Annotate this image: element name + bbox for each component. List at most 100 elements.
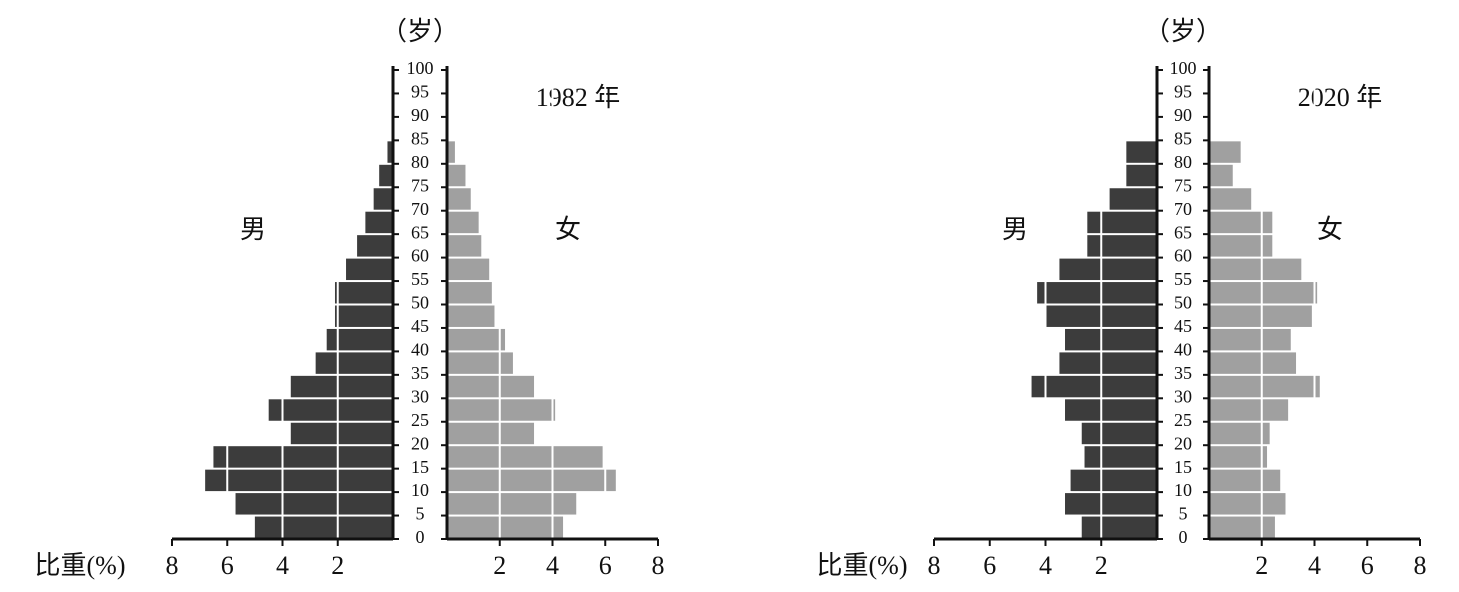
bar (447, 446, 603, 468)
bar (447, 328, 506, 351)
bar (1209, 235, 1273, 257)
bar (1209, 141, 1241, 163)
bar (447, 422, 535, 445)
bar (1209, 375, 1320, 398)
y-tick-label: 95 (1174, 82, 1192, 102)
y-axis-label: （岁） (381, 17, 459, 46)
y-tick-label: 20 (411, 433, 429, 453)
bar (1084, 446, 1157, 468)
x-tick-label: 6 (221, 551, 234, 580)
bar (1037, 282, 1157, 304)
y-tick-label: 10 (1174, 480, 1192, 500)
y-tick-label: 65 (1174, 222, 1192, 242)
bar (447, 282, 492, 304)
y-tick-label: 5 (1179, 504, 1188, 524)
bar (1070, 469, 1157, 492)
y-tick-label: 70 (1174, 199, 1192, 219)
chart-title: 2020 年 (1298, 83, 1383, 112)
bar (1081, 422, 1157, 445)
x-tick-label: 8 (652, 551, 665, 580)
bar (334, 305, 393, 327)
y-tick-label: 75 (411, 175, 429, 195)
bar (1209, 164, 1233, 187)
bar (1065, 328, 1157, 351)
y-axis-label: （岁） (1144, 17, 1222, 46)
bar (290, 422, 393, 445)
x-tick-label: 2 (1255, 551, 1268, 580)
x-axis-label: 比重(%) (817, 551, 908, 580)
bar (205, 469, 393, 492)
series-label: 男 (240, 215, 266, 244)
bar (1209, 282, 1318, 304)
y-tick-label: 55 (411, 269, 429, 289)
x-tick-label: 4 (276, 551, 289, 580)
bar (1031, 375, 1157, 398)
y-tick-label: 40 (411, 340, 429, 360)
bar (1209, 328, 1291, 351)
bar (447, 235, 482, 257)
y-tick-label: 45 (411, 316, 429, 336)
y-tick-label: 25 (1174, 410, 1192, 430)
y-tick-label: 90 (1174, 105, 1192, 125)
y-tick-label: 60 (411, 246, 429, 266)
x-tick-label: 4 (546, 551, 559, 580)
y-tick-label: 0 (416, 527, 425, 547)
bar (1087, 235, 1157, 257)
bar (326, 328, 393, 351)
series-label: 男 (1002, 215, 1028, 244)
bar (447, 469, 616, 492)
bar (447, 141, 455, 163)
y-tick-label: 15 (411, 457, 429, 477)
bar (1209, 188, 1252, 210)
bar (1209, 305, 1312, 327)
y-tick-label: 10 (411, 480, 429, 500)
chart-title: 1982 年 (536, 83, 621, 112)
x-tick-label: 6 (983, 551, 996, 580)
y-tick-label: 60 (1174, 246, 1192, 266)
y-tick-label: 35 (411, 363, 429, 383)
bar (1059, 258, 1157, 281)
y-tick-label: 80 (1174, 152, 1192, 172)
bar (1209, 258, 1302, 281)
y-tick-label: 0 (1179, 527, 1188, 547)
x-tick-label: 6 (599, 551, 612, 580)
y-tick-label: 25 (411, 410, 429, 430)
y-tick-label: 55 (1174, 269, 1192, 289)
bar (1059, 352, 1157, 374)
y-tick-label: 40 (1174, 340, 1192, 360)
bar (373, 188, 393, 210)
y-tick-label: 35 (1174, 363, 1192, 383)
bar (1126, 164, 1157, 187)
bar (254, 516, 393, 538)
bar (447, 493, 577, 515)
y-tick-label: 30 (411, 386, 429, 406)
bar (290, 375, 393, 398)
y-tick-label: 85 (411, 128, 429, 148)
bar (1209, 211, 1273, 234)
y-tick-label: 45 (1174, 316, 1192, 336)
y-tick-label: 90 (411, 105, 429, 125)
bar (365, 211, 393, 234)
x-tick-label: 6 (1361, 551, 1374, 580)
x-tick-label: 8 (928, 551, 941, 580)
bar (1209, 352, 1297, 374)
bar (1109, 188, 1157, 210)
y-tick-label: 100 (1170, 58, 1197, 78)
x-tick-label: 2 (493, 551, 506, 580)
y-tick-label: 65 (411, 222, 429, 242)
x-tick-label: 2 (1095, 551, 1108, 580)
bar (447, 164, 466, 187)
bar (447, 211, 479, 234)
bar (447, 375, 535, 398)
bar (346, 258, 393, 281)
bar (235, 493, 393, 515)
bar (1209, 422, 1270, 445)
y-tick-label: 70 (411, 199, 429, 219)
y-tick-label: 80 (411, 152, 429, 172)
y-tick-label: 85 (1174, 128, 1192, 148)
y-tick-label: 30 (1174, 386, 1192, 406)
bar (334, 282, 393, 304)
bar (447, 305, 495, 327)
x-tick-label: 2 (331, 551, 344, 580)
